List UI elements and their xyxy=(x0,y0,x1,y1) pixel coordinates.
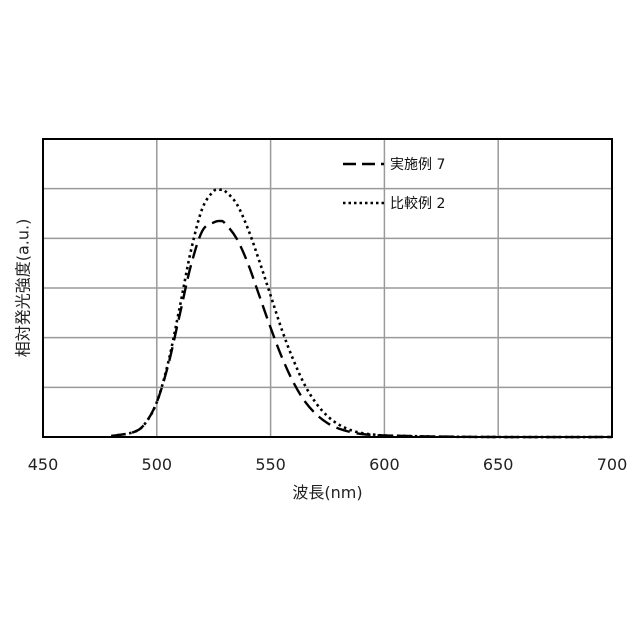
chart-series-lines xyxy=(111,189,612,437)
x-tick-label: 700 xyxy=(597,455,628,474)
legend-label-2: 比較例 2 xyxy=(390,196,445,212)
series-line-1 xyxy=(111,221,612,437)
legend-label-1: 実施例 7 xyxy=(390,157,445,173)
x-tick-label: 600 xyxy=(369,455,400,474)
x-tick-label: 500 xyxy=(142,455,173,474)
x-axis-title: 波長(nm) xyxy=(292,483,362,502)
chart-grid xyxy=(43,139,612,437)
x-tick-label: 450 xyxy=(28,455,59,474)
x-tick-label: 650 xyxy=(483,455,514,474)
chart-legend: 実施例 7 比較例 2 xyxy=(343,157,445,212)
x-axis-ticks: 450 500 550 600 650 700 xyxy=(28,455,628,474)
series-line-2 xyxy=(111,189,612,437)
y-axis-title: 相対発光強度(a.u.) xyxy=(14,219,33,358)
x-tick-label: 550 xyxy=(255,455,286,474)
